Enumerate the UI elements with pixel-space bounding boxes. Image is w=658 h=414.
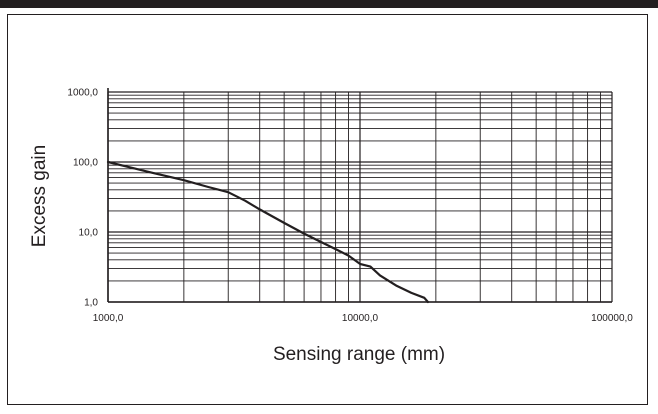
- x-axis-label: Sensing range (mm): [273, 344, 445, 365]
- y-tick-label: 10,0: [79, 228, 99, 239]
- series-layer: [106, 160, 429, 304]
- y-tick-label: 1000,0: [67, 88, 98, 99]
- x-tick-label: 1000,0: [93, 313, 124, 324]
- x-tick-label: 10000,0: [342, 313, 379, 324]
- top-bar: [0, 0, 658, 8]
- chart-frame: [7, 14, 648, 405]
- y-axis-label: Excess gain: [29, 145, 50, 247]
- y-tick-label: 100,0: [73, 158, 98, 169]
- tick-labels: 1000,0 10000,0 100000,0 1000,0 100,0 10,0 1,0: [67, 88, 633, 325]
- grid: [107, 88, 613, 303]
- x-tick-label: 100000,0: [591, 313, 633, 324]
- y-tick-label: 1,0: [84, 298, 98, 309]
- series-line-0: [106, 160, 429, 304]
